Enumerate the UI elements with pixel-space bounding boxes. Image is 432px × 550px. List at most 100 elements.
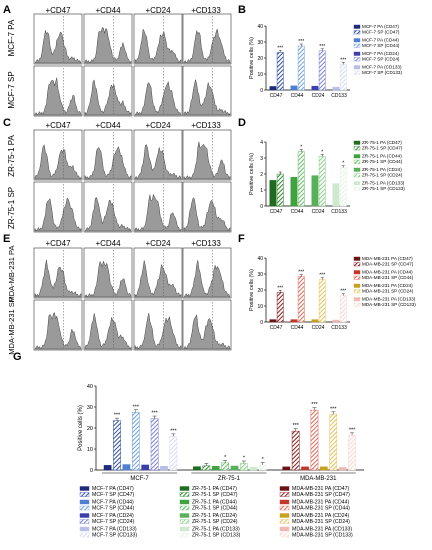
significance-label: ***	[298, 269, 304, 275]
histogram-cell	[83, 299, 133, 351]
legend-swatch	[279, 505, 290, 511]
y-tick-label: 30	[257, 40, 263, 46]
y-tick-label: 10	[87, 447, 93, 453]
significance-label: ***	[170, 428, 177, 434]
legend-label: MDA-MB-231 SP (CD133)	[362, 302, 416, 307]
legend-label: MCF-7 SP (CD47)	[362, 30, 400, 35]
legend-swatch	[353, 65, 361, 70]
bar	[230, 465, 239, 471]
legend-swatch	[353, 297, 361, 302]
legend-label: MDA-MB-231 SP (CD47)	[292, 492, 350, 498]
legend-swatch	[353, 289, 361, 294]
bar-chart-b: 0 10 20 30 40 Positive cells (%) *** CD47 *** CD4…	[249, 24, 402, 99]
legend-swatch	[353, 167, 361, 172]
significance-label: ***	[319, 44, 325, 50]
significance-label: ***	[277, 285, 283, 291]
histogram-curve	[84, 145, 132, 180]
legend-label: ZR-75-1 SP (CD24)	[192, 519, 238, 525]
histogram-cell	[182, 13, 232, 65]
legend-swatch	[179, 492, 190, 497]
histogram-curve	[134, 144, 182, 180]
histogram-curve	[183, 313, 231, 350]
histogram-cell	[33, 129, 83, 181]
histogram-curve	[84, 79, 132, 116]
y-tick-label: 20	[257, 288, 263, 294]
legend-label: MDA-MB-231 PA (CD133)	[292, 527, 352, 533]
bar	[269, 319, 277, 323]
legend-swatch	[279, 532, 290, 538]
y-tick-label: 0	[260, 320, 263, 326]
marker-headers-c: +CD47 +CD44 +CD24 +CD133	[45, 121, 221, 130]
histogram-cell	[182, 247, 232, 299]
histogram-curve	[84, 313, 132, 350]
y-tick-label: 20	[257, 56, 263, 62]
histogram-cell	[182, 299, 232, 351]
panel-label-e: E	[3, 233, 10, 245]
panel-label-g: G	[13, 351, 22, 363]
legend-swatch	[353, 186, 361, 191]
histogram-curve	[183, 260, 231, 298]
bar	[249, 466, 258, 471]
row-label-mda-pa: MDA-MB-231 PA	[7, 246, 16, 303]
histogram-cell	[33, 65, 83, 117]
legend-label: ZR-75-1 SP (CD47)	[362, 146, 403, 151]
bar	[258, 464, 267, 471]
histogram-curve	[183, 78, 231, 116]
legend-swatch	[79, 486, 90, 491]
legend-label: ZR-75-1 PA (CD24)	[192, 513, 237, 519]
significance-label: *	[243, 455, 246, 461]
legend-label: MCF-7 PA (CD47)	[362, 24, 399, 29]
legend-label: MDA-MB-231 PA (CD44)	[292, 500, 350, 506]
histogram-cell	[133, 247, 183, 299]
marker-header: +CD24	[145, 239, 171, 248]
legend-label: MDA-MB-231 PA (CD47)	[292, 486, 350, 492]
y-tick-label: 4	[260, 140, 263, 146]
legend-label: MCF-7 SP (CD44)	[92, 506, 135, 512]
histogram-curve	[134, 260, 182, 298]
legend-label: ZR-75-1 PA (CD133)	[362, 181, 405, 186]
y-tick-label: 10	[257, 304, 263, 310]
legend-swatch	[279, 492, 290, 497]
bar	[276, 173, 284, 207]
y-axis-label: Positive cells (%)	[249, 37, 255, 79]
group-label: ZR-75-1	[218, 476, 241, 482]
marker-header: +CD47	[45, 6, 71, 15]
y-tick-label: 40	[257, 24, 263, 30]
bar	[240, 463, 248, 471]
legend-swatch	[79, 519, 90, 524]
legend-swatch	[353, 283, 361, 288]
significance-label: *	[342, 161, 344, 167]
legend-swatch	[353, 30, 361, 35]
legend-swatch	[179, 486, 190, 491]
marker-header: +CD24	[145, 6, 171, 15]
legend-swatch	[353, 140, 361, 145]
legend-label: ZR-75-1 SP (CD133)	[362, 186, 405, 191]
marker-headers-e: +CD47 +CD44 +CD24 +CD133	[45, 239, 221, 248]
significance-label: ***	[340, 57, 346, 63]
bar	[348, 435, 356, 471]
legend-label: MCF-7 SP (CD47)	[92, 492, 135, 498]
bar-chart-f: 0 10 20 30 40 Positive cells (%) *** CD47 *** CD4…	[249, 256, 416, 331]
histogram-cell	[83, 129, 133, 181]
legend-label: MCF-7 SP (CD24)	[92, 519, 135, 525]
legend-label: MDA-MB-231 SP (CD133)	[292, 533, 353, 539]
significance-label: ***	[114, 413, 121, 419]
bar	[291, 430, 300, 471]
legend-swatch	[279, 513, 290, 518]
legend-swatch	[353, 43, 361, 48]
bar	[221, 462, 229, 471]
histogram-cell	[33, 299, 83, 351]
panel-label-d: D	[238, 117, 246, 129]
legend-swatch	[279, 519, 290, 524]
legend-label: MCF-7 PA (CD133)	[362, 65, 402, 70]
histogram-cell	[133, 299, 183, 351]
legend-swatch	[353, 57, 361, 62]
y-tick-label: 2	[260, 172, 263, 178]
x-tick-label: CD133	[331, 93, 347, 99]
x-tick-label: CD47	[270, 93, 283, 99]
legend-label: ZR-75-1 PA (CD47)	[362, 140, 402, 145]
legend-swatch	[353, 270, 361, 275]
legend-label: MDA-MB-231 PA (CD24)	[292, 513, 350, 519]
bar	[169, 436, 178, 471]
